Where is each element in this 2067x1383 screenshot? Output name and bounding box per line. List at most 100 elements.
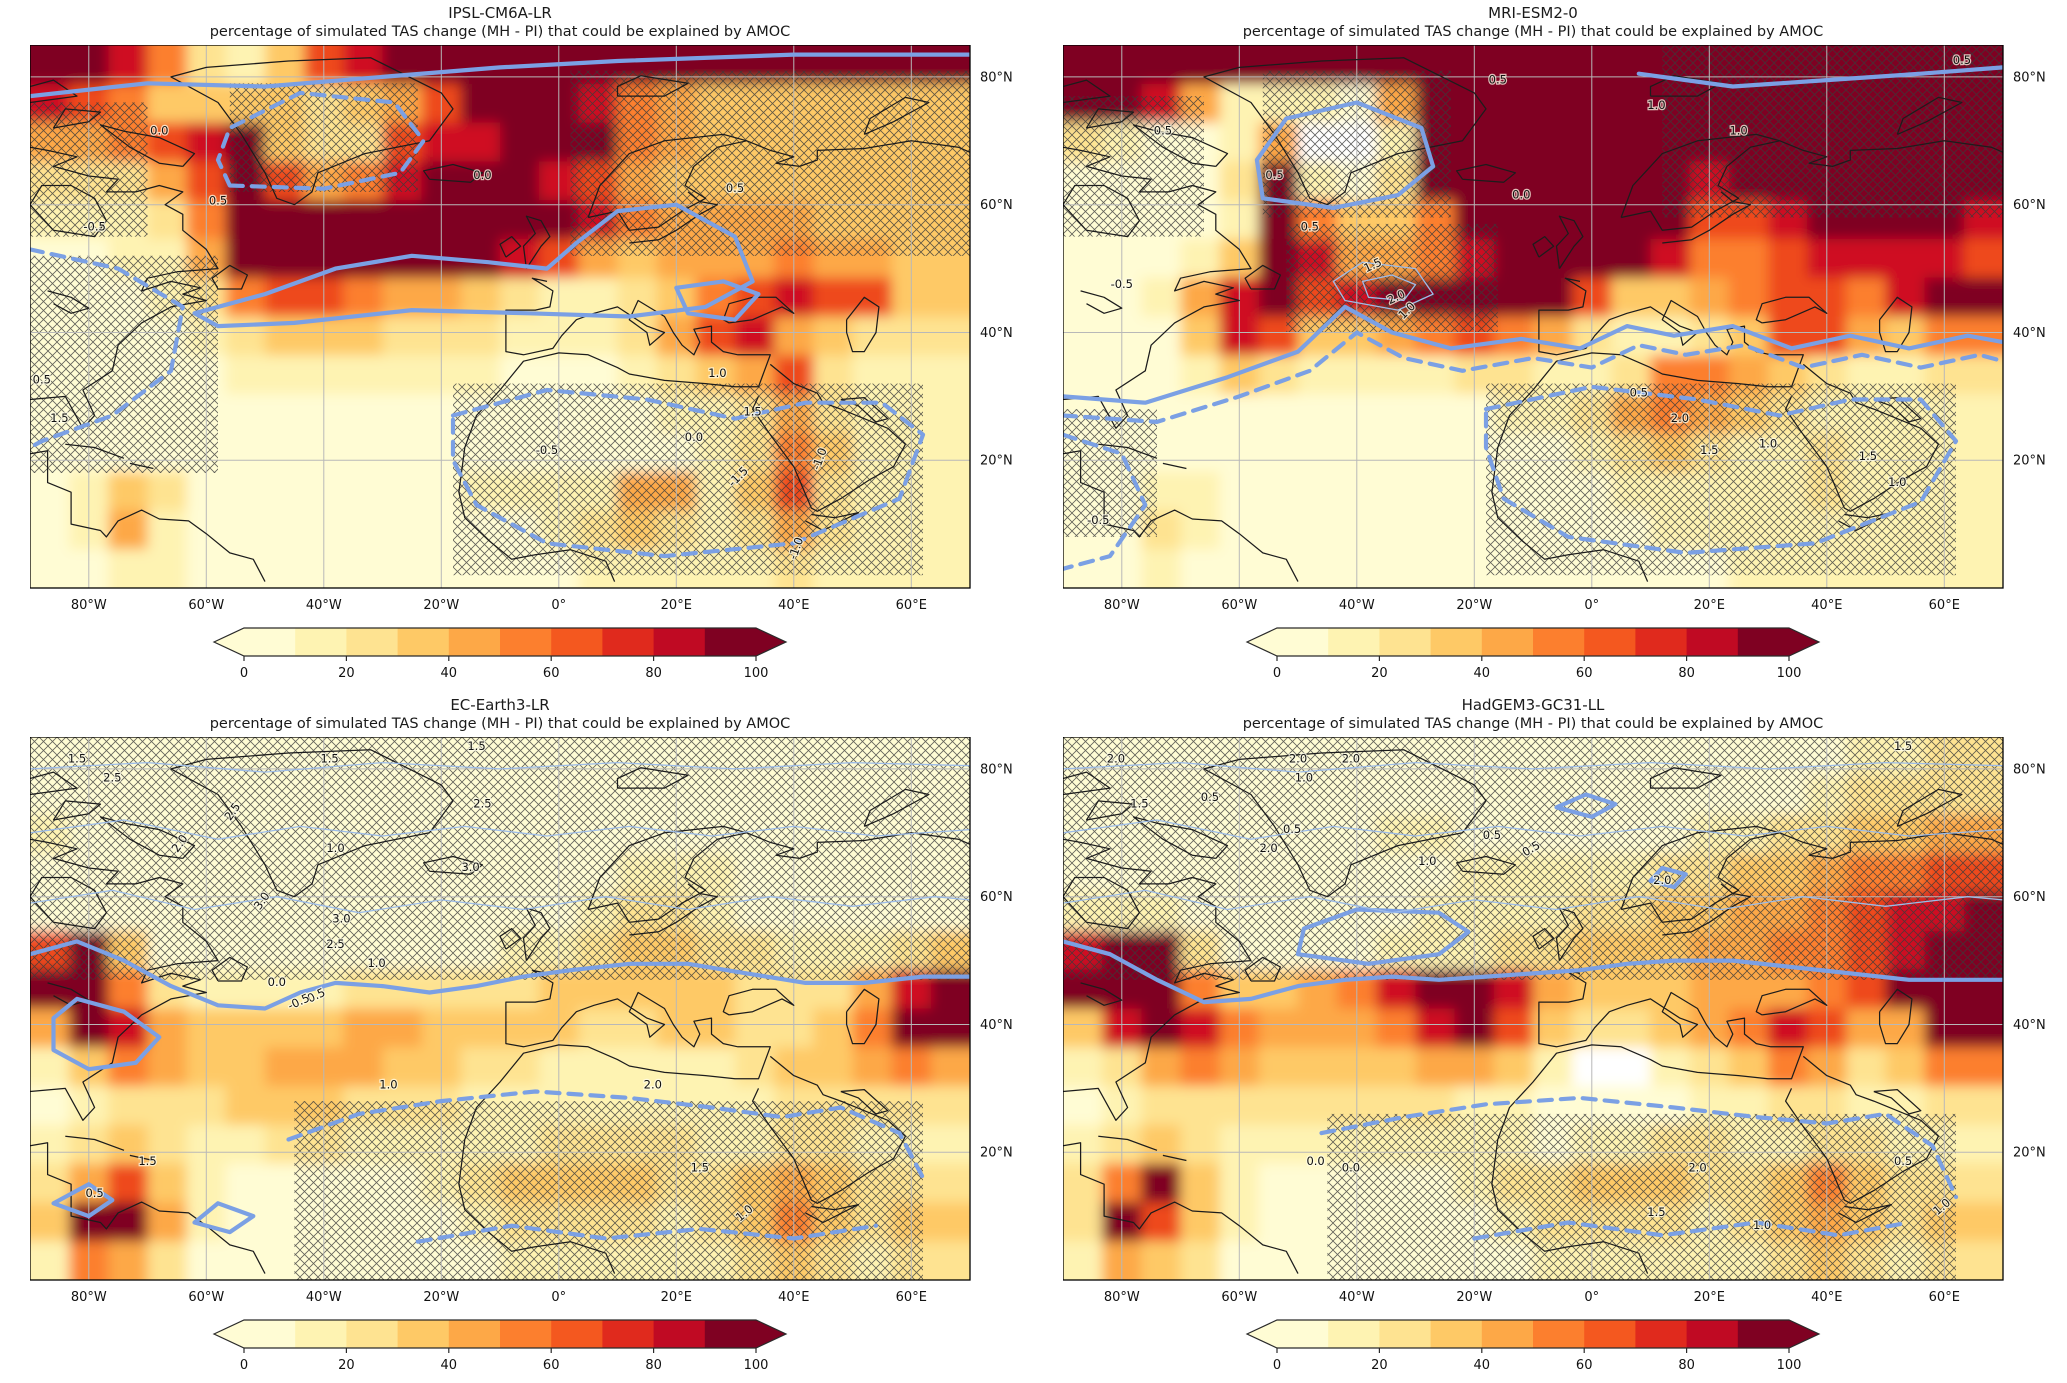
- y-tick-labels: 20°N 40°N 60°N 80°N: [980, 762, 1013, 1160]
- svg-text:0.5: 0.5: [1894, 1154, 1912, 1168]
- svg-text:0.5: 0.5: [33, 373, 51, 387]
- svg-text:1.0: 1.0: [379, 1077, 397, 1091]
- contour-labels: 1.52.51.51.52.5 2.52.0 1.03.03.03.02.51.00…: [67, 738, 757, 1226]
- y-tick-labels: 20°N 40°N 60°N 80°N: [2013, 70, 2046, 468]
- svg-text:1.5: 1.5: [1859, 449, 1877, 463]
- svg-text:0.5: 0.5: [726, 181, 744, 195]
- x-tick-labels: 80°W 60°W 40°W 20°W 0° 20°E 40°E 60°E: [1104, 598, 1960, 613]
- svg-text:0.5: 0.5: [1283, 822, 1301, 836]
- svg-text:60°N: 60°N: [2013, 890, 2046, 905]
- svg-text:0.5: 0.5: [1483, 828, 1501, 842]
- svg-text:20°W: 20°W: [423, 598, 459, 613]
- colorbar-body: [212, 1319, 788, 1349]
- svg-text:80: 80: [1678, 1358, 1695, 1373]
- hatch-layer: [1063, 737, 2003, 1280]
- svg-text:100: 100: [744, 666, 769, 681]
- svg-text:-0.5: -0.5: [83, 219, 105, 233]
- svg-text:0.0: 0.0: [150, 123, 168, 137]
- blue-contours: [1063, 761, 2003, 1241]
- svg-text:1.0: 1.0: [1753, 1218, 1771, 1232]
- x-tick-labels: 80°W 60°W 40°W 20°W 0° 20°E 40°E 60°E: [71, 1290, 927, 1305]
- svg-text:0.0: 0.0: [1512, 187, 1530, 201]
- svg-text:40°N: 40°N: [2013, 1018, 2046, 1033]
- colorbar-wrap: 0 20 40 60 80 100: [1063, 622, 2003, 688]
- svg-text:60: 60: [543, 666, 560, 681]
- coastlines: [30, 57, 970, 582]
- svg-text:20°W: 20°W: [1456, 1290, 1492, 1305]
- svg-text:1.5: 1.5: [1700, 443, 1718, 457]
- svg-text:0°: 0°: [551, 1290, 566, 1305]
- svg-text:3.0: 3.0: [332, 911, 350, 925]
- colorbar-ticks: 0 20 40 60 80 100: [1273, 1348, 1801, 1373]
- svg-text:20°W: 20°W: [423, 1290, 459, 1305]
- svg-text:1.0: 1.0: [1647, 98, 1665, 112]
- blue-contours: [30, 52, 970, 559]
- svg-text:40: 40: [1474, 1358, 1491, 1373]
- svg-text:40°N: 40°N: [2013, 326, 2046, 341]
- svg-text:1.5: 1.5: [743, 405, 761, 419]
- graticule: [30, 45, 970, 588]
- svg-text:1.5: 1.5: [691, 1160, 709, 1174]
- svg-text:1.5: 1.5: [68, 752, 86, 766]
- svg-text:1.0: 1.0: [1295, 771, 1313, 785]
- svg-text:80°N: 80°N: [2013, 762, 2046, 777]
- colorbar-ticks: 0 20 40 60 80 100: [1273, 656, 1802, 681]
- map-canvas-hadgem: 2.0 2.0 1.0 2.0 1.5 0.5 0.5 2.0 1.0 0.5 0.5 2.0 1.5 2…: [1063, 737, 2046, 1305]
- svg-text:60°E: 60°E: [896, 598, 927, 613]
- svg-text:40°E: 40°E: [1811, 598, 1842, 613]
- svg-text:1.5: 1.5: [1647, 1205, 1665, 1219]
- svg-text:1.5: 1.5: [138, 1154, 156, 1168]
- svg-text:40°W: 40°W: [306, 1290, 342, 1305]
- svg-text:40°N: 40°N: [980, 326, 1013, 341]
- svg-text:40°E: 40°E: [1811, 1290, 1842, 1305]
- svg-text:2.0: 2.0: [1107, 752, 1125, 766]
- colorbar-mri: 0 20 40 60 80 100: [1245, 627, 1821, 681]
- svg-text:2.0: 2.0: [1688, 1160, 1706, 1174]
- svg-text:1.0: 1.0: [1759, 437, 1777, 451]
- panel-subtitle: percentage of simulated TAS change (MH -…: [1242, 716, 1824, 732]
- x-tick-labels: 80°W 60°W 40°W 20°W 0° 20°E 40°E 60°E: [71, 598, 927, 613]
- colorbar-ecearth: 0 20 40 60 80 100: [212, 1319, 788, 1373]
- svg-text:0.5: 0.5: [1489, 72, 1507, 86]
- panel-mri-esm2-0: MRI-ESM2-0 percentage of simulated TAS c…: [1063, 4, 2058, 688]
- svg-text:20°N: 20°N: [2013, 1146, 2046, 1161]
- svg-text:0°: 0°: [551, 598, 566, 613]
- svg-text:0.5: 0.5: [305, 985, 327, 1005]
- svg-text:20°N: 20°N: [980, 1146, 1013, 1161]
- svg-text:2.0: 2.0: [1653, 873, 1671, 887]
- contour-labels: 2.0 2.0 1.0 2.0 1.5 0.5 0.5 2.0 1.0 0.5 0.5 2.0 1.5 2…: [1106, 738, 1955, 1234]
- svg-text:0.5: 0.5: [1201, 790, 1219, 804]
- svg-text:2.0: 2.0: [1671, 411, 1689, 425]
- svg-text:40°W: 40°W: [1339, 1290, 1375, 1305]
- panel-title: EC-Earth3-LR: [450, 696, 550, 714]
- svg-text:40°N: 40°N: [980, 1018, 1013, 1033]
- svg-text:3.0: 3.0: [461, 860, 479, 874]
- svg-text:-0.5: -0.5: [1111, 277, 1133, 291]
- panel-subtitle: percentage of simulated TAS change (MH -…: [1242, 24, 1824, 40]
- svg-text:80: 80: [645, 666, 662, 681]
- y-tick-labels: 20°N 40°N 60°N 80°N: [2013, 762, 2046, 1160]
- svg-text:0.0: 0.0: [1306, 1154, 1324, 1168]
- svg-text:40°W: 40°W: [306, 598, 342, 613]
- svg-text:60°W: 60°W: [1221, 598, 1257, 613]
- svg-text:0: 0: [240, 666, 248, 681]
- svg-text:80: 80: [645, 1358, 662, 1373]
- svg-text:60: 60: [1576, 666, 1593, 681]
- svg-text:100: 100: [744, 1358, 769, 1373]
- svg-text:60°N: 60°N: [980, 198, 1013, 213]
- svg-text:1.5: 1.5: [1894, 739, 1912, 753]
- svg-text:0°: 0°: [1584, 598, 1599, 613]
- svg-text:0.5: 0.5: [85, 1186, 103, 1200]
- svg-text:2.0: 2.0: [1259, 841, 1277, 855]
- svg-text:2.0: 2.0: [644, 1077, 662, 1091]
- colorbar-body: [212, 627, 788, 657]
- panel-title: IPSL-CM6A-LR: [448, 4, 552, 22]
- svg-text:40°E: 40°E: [778, 598, 809, 613]
- svg-text:100: 100: [1777, 666, 1802, 681]
- colorbar-ticks: 0 20 40 60 80 100: [240, 656, 769, 681]
- y-tick-labels: 20°N 40°N 60°N 80°N: [980, 70, 1013, 468]
- svg-text:1.0: 1.0: [708, 366, 726, 380]
- panel-ec-earth3-lr: EC-Earth3-LR percentage of simulated TAS…: [30, 696, 1025, 1380]
- svg-text:20°N: 20°N: [2013, 454, 2046, 469]
- svg-text:40: 40: [441, 666, 458, 681]
